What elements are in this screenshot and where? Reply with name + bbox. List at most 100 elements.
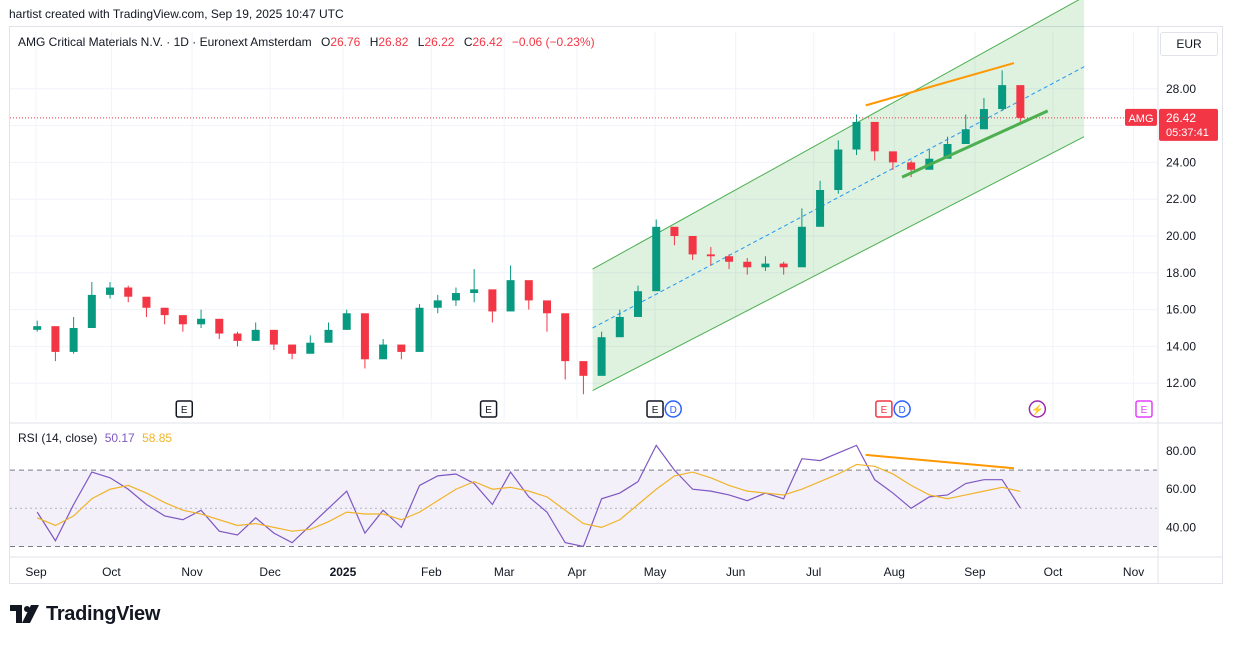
candle-body	[433, 300, 442, 308]
candle-body	[834, 149, 843, 190]
price-tag-bg	[1159, 108, 1218, 141]
candle-body	[597, 337, 606, 376]
candle-body	[124, 287, 133, 297]
candle-body	[324, 329, 333, 343]
rsi-title[interactable]: RSI (14, close)	[18, 431, 98, 445]
price-tag-countdown: 05:37:41	[1166, 127, 1209, 139]
candles-layer	[10, 70, 1157, 395]
candle-body	[579, 361, 588, 376]
candle-body	[943, 144, 952, 159]
chart-caption: hartist created with TradingView.com, Se…	[9, 7, 344, 21]
price-tick-label: 16.00	[1166, 303, 1196, 317]
price-tick-label: 24.00	[1166, 155, 1196, 169]
candle-body	[634, 291, 643, 317]
time-tick-label: Jul	[806, 565, 821, 579]
event-marker	[646, 400, 664, 418]
time-tick-label: Oct	[102, 565, 121, 579]
rsi-legend: RSI (14, close) 50.17 58.85	[18, 431, 172, 445]
candle-body	[233, 333, 242, 341]
tradingview-logo[interactable]: TradingView	[10, 601, 160, 627]
tradingview-wordmark: TradingView	[46, 602, 161, 625]
currency-button[interactable]: EUR	[1160, 32, 1218, 56]
time-tick-label: Sep	[964, 565, 986, 579]
candle-body	[33, 326, 42, 330]
candle-body	[524, 280, 533, 301]
event-marker-label: E	[881, 405, 888, 416]
candle-body	[816, 190, 825, 227]
candle-body	[998, 85, 1007, 110]
rsi-tick-label: 40.00	[1166, 520, 1196, 534]
candle-body	[652, 226, 661, 292]
price-tick-label: 20.00	[1166, 229, 1196, 243]
time-axis: Sep Oct Nov Dec 2025 Feb Mar Apr May Jun Jul Aug Sep…	[25, 565, 1144, 579]
candle-body	[688, 236, 697, 255]
event-marker	[1028, 400, 1047, 418]
candle-body	[888, 151, 897, 163]
candle-body	[360, 313, 369, 360]
candle-body	[743, 261, 752, 268]
event-marker-label: E	[652, 405, 659, 416]
time-tick-label: Jun	[726, 565, 745, 579]
event-marker	[664, 400, 682, 418]
low-label: L	[417, 35, 425, 49]
candle-body	[51, 326, 60, 352]
candle-body	[670, 226, 679, 236]
candle-body	[542, 300, 551, 314]
open-label: O	[320, 35, 331, 49]
candle-body	[69, 328, 78, 352]
events-layer: E E E D E D ⚡ E	[175, 400, 1153, 418]
rsi-ma-value: 58.85	[142, 431, 173, 445]
channel-fill	[592, 0, 1085, 391]
event-marker-label: ⚡	[1031, 403, 1043, 416]
close-label: C	[463, 35, 473, 49]
event-marker	[875, 400, 893, 418]
tradingview-logo-icon	[10, 605, 39, 623]
price-tag-value: 26.42	[1166, 111, 1196, 125]
candle-body	[961, 129, 970, 144]
price-tick-label: 14.00	[1166, 339, 1196, 353]
candle-body	[215, 318, 224, 334]
candle-body	[87, 294, 96, 328]
event-marker	[1135, 400, 1153, 418]
time-tick-label: Oct	[1044, 565, 1063, 579]
candle-body	[506, 280, 515, 312]
event-marker-label: E	[485, 405, 492, 416]
candle-body	[615, 316, 624, 338]
rsi-pane	[10, 444, 1157, 548]
candle-body	[269, 329, 278, 345]
candle-body	[142, 296, 151, 308]
event-marker	[479, 400, 498, 418]
time-tick-label: Dec	[259, 565, 280, 579]
candle-body	[379, 344, 388, 360]
symbol-title[interactable]: AMG Critical Materials N.V. · 1D · Euron…	[18, 35, 312, 49]
chart-frame	[9, 26, 1223, 584]
rsi-band-fill	[10, 470, 1157, 547]
candle-body	[852, 121, 861, 150]
symbol-legend: AMG Critical Materials N.V. · 1D · Euron…	[18, 35, 595, 49]
time-tick-label: Aug	[884, 565, 905, 579]
event-marker	[175, 400, 194, 418]
price-tick-label: 28.00	[1166, 82, 1196, 96]
candle-body	[178, 315, 187, 325]
price-tick-label: 12.00	[1166, 376, 1196, 390]
rsi-value: 50.17	[104, 431, 135, 445]
rsi-tick-label: 80.00	[1166, 444, 1196, 458]
symbol-tag-text: AMG	[1128, 113, 1153, 125]
candle-body	[797, 226, 806, 268]
time-tick-label: Mar	[494, 565, 515, 579]
rsi-ma-line	[36, 463, 1021, 532]
price-tick-label: 18.00	[1166, 266, 1196, 280]
price-tag-layer: AMG 26.42 05:37:41	[1125, 108, 1218, 141]
low-value: 26.22	[424, 35, 455, 49]
rsi-divergence-line	[865, 453, 1015, 470]
candle-body	[561, 313, 570, 362]
event-marker-label: D	[898, 405, 905, 416]
candle-body	[106, 287, 115, 295]
time-tick-label: Nov	[1123, 565, 1144, 579]
event-marker-label: D	[670, 405, 677, 416]
close-value: 26.42	[472, 35, 503, 49]
symbol-tag-bg	[1125, 108, 1157, 126]
time-tick-label: Sep	[25, 565, 47, 579]
candle-body	[706, 254, 715, 257]
